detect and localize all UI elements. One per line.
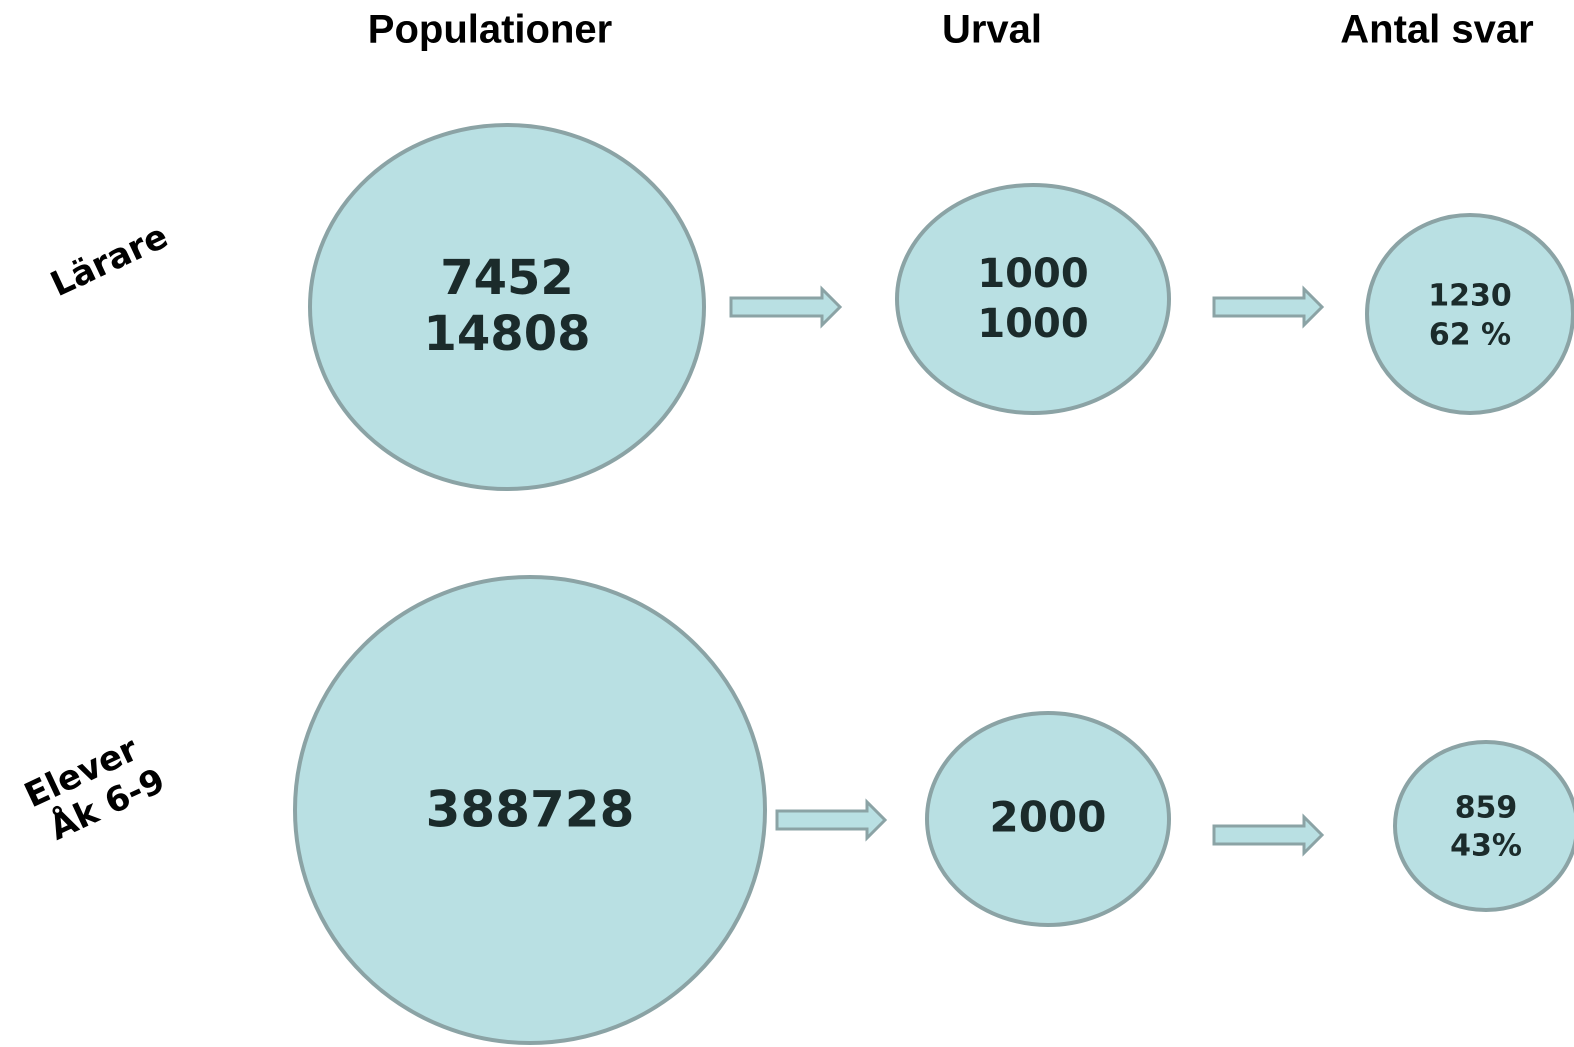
node-value: 388728: [426, 781, 635, 839]
node-value: 859: [1455, 791, 1518, 826]
response-circle: [1365, 213, 1574, 415]
column-header: Populationer: [368, 8, 612, 52]
arrow: [775, 798, 888, 842]
column-header: Antal svar: [1340, 8, 1533, 52]
population-circle: [293, 575, 767, 1045]
node-value: 1000: [977, 251, 1088, 297]
node-value: 43%: [1450, 829, 1522, 864]
arrow: [729, 285, 843, 329]
sample-circle: [925, 711, 1171, 927]
sample-circle: [895, 183, 1171, 415]
node-value: 14808: [424, 306, 591, 362]
arrow: [1212, 813, 1325, 857]
arrow: [1212, 285, 1325, 329]
column-header: Urval: [942, 8, 1042, 52]
response-circle: [1393, 740, 1574, 912]
row-label: Elever Åk 6-9: [19, 729, 172, 849]
row-label-line: Lärare: [45, 216, 174, 305]
node-value: 2000: [990, 793, 1107, 842]
node-value: 7452: [440, 250, 574, 306]
row-label: Lärare: [45, 216, 174, 305]
node-value: 62 %: [1429, 318, 1511, 353]
population-circle: [308, 123, 706, 491]
node-value: 1000: [977, 301, 1088, 347]
node-value: 1230: [1428, 279, 1512, 314]
